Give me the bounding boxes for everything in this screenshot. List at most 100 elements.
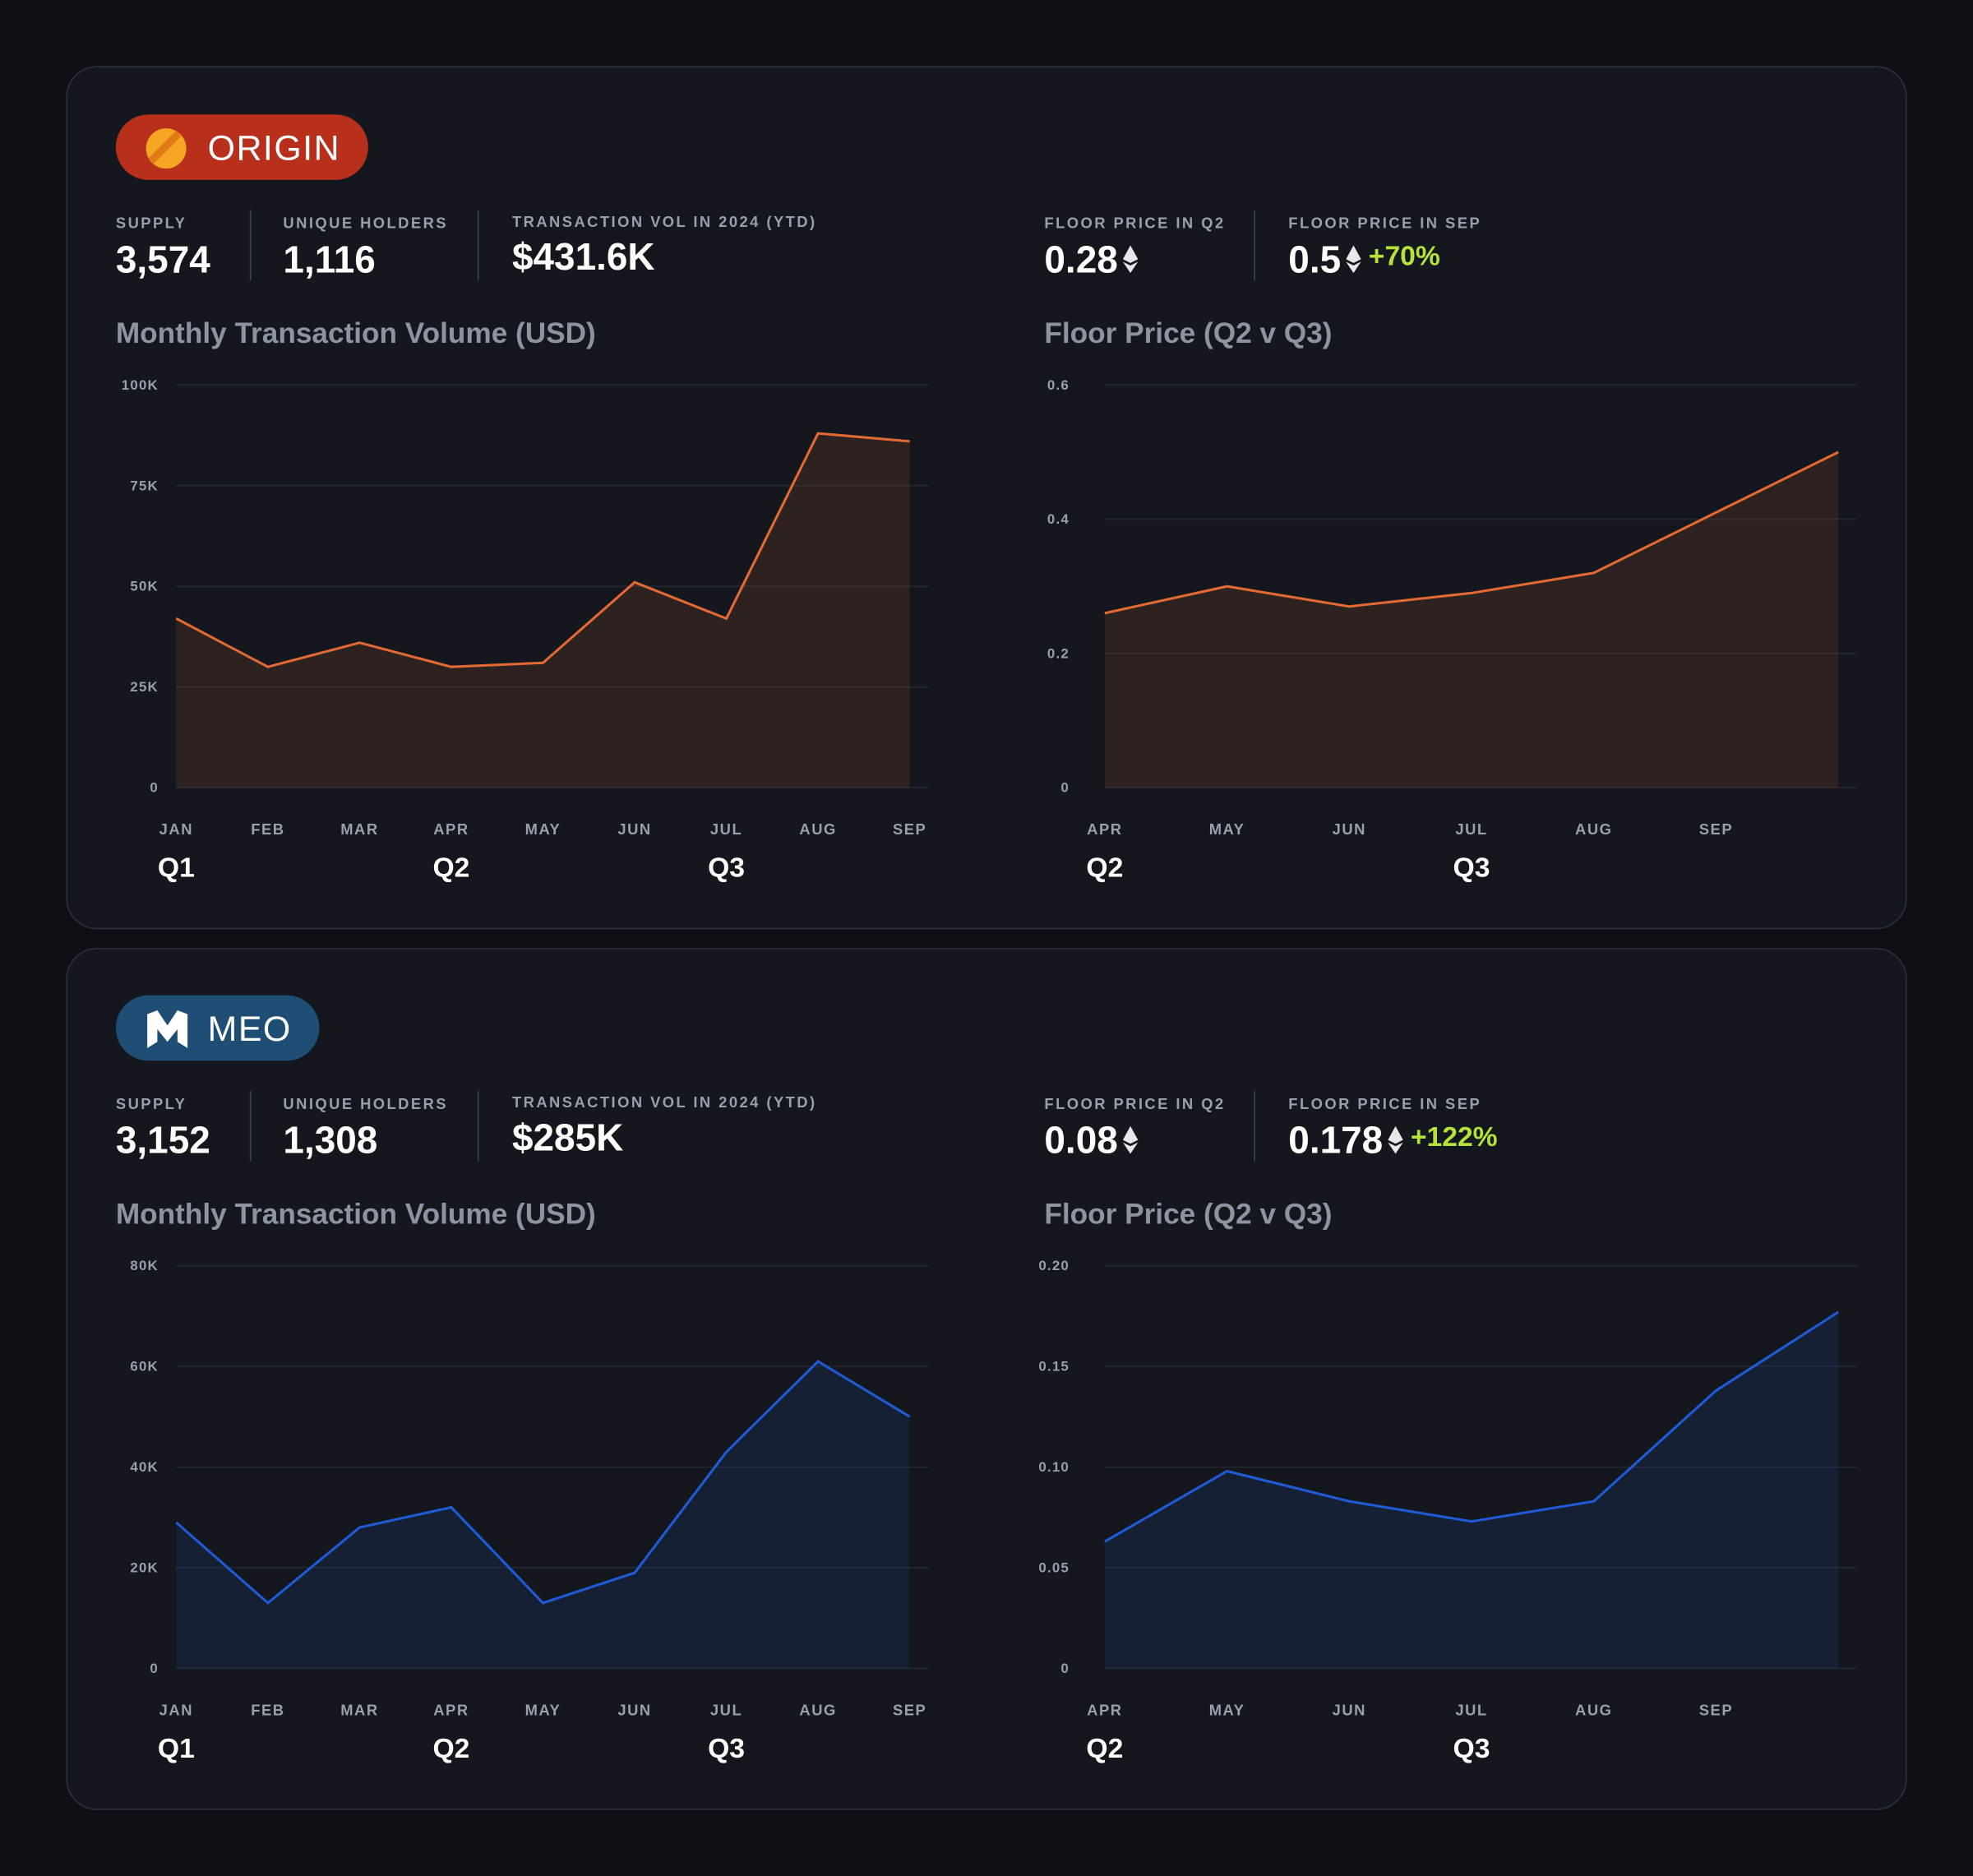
quarter-label: Q3 bbox=[708, 1734, 745, 1764]
line bbox=[175, 432, 910, 668]
eth-icon bbox=[1122, 1142, 1139, 1154]
x-tick-label: FEB bbox=[251, 1701, 284, 1718]
x-tick-label: JUN bbox=[617, 820, 651, 838]
x-tick-label: SEP bbox=[1699, 1701, 1733, 1718]
stat-value: 0.5 bbox=[1288, 238, 1341, 280]
badge-label: ORIGIN bbox=[208, 129, 341, 169]
card: MEO SUPPLY 3,152 UNIQUE HOLDERS 1,308 TRANSAC… bbox=[66, 948, 1907, 1810]
quarter-label: Q1 bbox=[158, 853, 195, 884]
eth-icon bbox=[1346, 245, 1361, 263]
eth-icon bbox=[1388, 1125, 1403, 1144]
eth-icon bbox=[1388, 1142, 1403, 1154]
stat-label: UNIQUE HOLDERS bbox=[283, 1095, 448, 1112]
x-tick-label: AUG bbox=[1575, 1701, 1612, 1718]
x-tick-label: MAR bbox=[340, 820, 378, 838]
eth-icon bbox=[1122, 261, 1139, 274]
stat-value: 3,152 bbox=[116, 1119, 210, 1162]
x-tick-label: SEP bbox=[893, 820, 926, 838]
area-fill bbox=[1104, 451, 1839, 788]
x-tick-label: AUG bbox=[1575, 820, 1612, 838]
y-tick-label: 0 bbox=[150, 1661, 159, 1676]
y-tick-label: 0.05 bbox=[1038, 1560, 1070, 1576]
x-tick-label: JAN bbox=[159, 1701, 193, 1718]
quarter-label: Q2 bbox=[1086, 1734, 1123, 1764]
line bbox=[175, 1360, 911, 1605]
y-tick-label: 50K bbox=[130, 579, 159, 594]
stat-label: FLOOR PRICE IN SEP bbox=[1288, 1095, 1481, 1112]
y-tick-label: 60K bbox=[130, 1359, 159, 1375]
line bbox=[1104, 1310, 1839, 1543]
x-tick-label: AUG bbox=[799, 1701, 836, 1718]
x-tick-label: JUN bbox=[617, 1701, 651, 1718]
chart-title: Floor Price (Q2 v Q3) bbox=[1044, 1198, 1332, 1230]
x-tick-label: APR bbox=[1087, 1701, 1122, 1718]
eth-icon bbox=[1122, 1125, 1139, 1144]
stat-value: 0.08 bbox=[1044, 1119, 1117, 1162]
stat-value: 0.178 bbox=[1288, 1119, 1383, 1162]
stat-label: FLOOR PRICE IN SEP bbox=[1288, 214, 1481, 231]
x-tick-label: JUL bbox=[1455, 1701, 1487, 1718]
x-tick-label: SEP bbox=[1699, 820, 1733, 838]
stat-value: 0.28 bbox=[1044, 238, 1117, 280]
x-tick-label: JUN bbox=[1333, 1701, 1366, 1718]
quarter-label: Q1 bbox=[158, 1734, 195, 1764]
stat-value: 1,308 bbox=[283, 1119, 377, 1162]
quarter-label: Q3 bbox=[1453, 853, 1490, 884]
x-tick-label: APR bbox=[433, 820, 469, 838]
quarter-label: Q3 bbox=[708, 853, 745, 884]
x-tick-label: JUL bbox=[1455, 820, 1487, 838]
stat-value: 1,116 bbox=[283, 238, 375, 280]
x-tick-label: APR bbox=[433, 1701, 469, 1718]
y-tick-label: 40K bbox=[130, 1459, 159, 1475]
y-tick-label: 0.15 bbox=[1038, 1359, 1070, 1375]
x-tick-label: JUL bbox=[710, 820, 742, 838]
quarter-label: Q2 bbox=[433, 1734, 470, 1764]
card-panel bbox=[66, 66, 1907, 930]
stat-label: TRANSACTION VOL IN 2024 (YTD) bbox=[512, 213, 817, 230]
quarter-label: Q3 bbox=[1453, 1734, 1490, 1764]
card-panel bbox=[66, 948, 1907, 1810]
stat-value: $285K bbox=[512, 1116, 623, 1159]
stat-label: FLOOR PRICE IN Q2 bbox=[1044, 214, 1225, 231]
x-tick-label: MAY bbox=[1209, 1701, 1245, 1718]
area-fill bbox=[176, 1361, 910, 1669]
quarter-label: Q2 bbox=[433, 853, 470, 884]
badge bbox=[115, 995, 320, 1061]
chart-title: Monthly Transaction Volume (USD) bbox=[116, 317, 596, 349]
area-fill bbox=[1104, 1312, 1839, 1669]
x-tick-label: JUL bbox=[710, 1701, 742, 1718]
stat-label: UNIQUE HOLDERS bbox=[283, 214, 448, 231]
stat-change: +122% bbox=[1411, 1122, 1498, 1153]
badge-icon-stripe bbox=[148, 130, 182, 164]
chart-title: Monthly Transaction Volume (USD) bbox=[116, 1198, 596, 1230]
x-tick-label: MAY bbox=[525, 1701, 561, 1718]
y-tick-label: 0.2 bbox=[1047, 645, 1070, 661]
quarter-label: Q2 bbox=[1086, 853, 1123, 884]
y-tick-label: 20K bbox=[130, 1560, 159, 1576]
chart-title: Floor Price (Q2 v Q3) bbox=[1044, 317, 1332, 349]
stat-value: 3,574 bbox=[116, 238, 210, 280]
y-tick-label: 0.20 bbox=[1038, 1258, 1070, 1273]
y-tick-label: 0.10 bbox=[1038, 1459, 1070, 1475]
x-tick-label: SEP bbox=[893, 1701, 926, 1718]
stat-label: SUPPLY bbox=[116, 214, 187, 231]
y-tick-label: 80K bbox=[130, 1258, 159, 1273]
y-tick-label: 25K bbox=[130, 679, 159, 695]
y-tick-label: 75K bbox=[130, 478, 159, 493]
stat-value: $431.6K bbox=[512, 235, 655, 278]
card: ORIGIN SUPPLY 3,574 UNIQUE HOLDERS 1,116 TRAN… bbox=[66, 66, 1907, 930]
x-tick-label: MAR bbox=[340, 1701, 378, 1718]
area-fill bbox=[176, 433, 910, 788]
stat-change: +70% bbox=[1369, 242, 1440, 272]
stat-label: SUPPLY bbox=[116, 1095, 187, 1112]
stat-label: TRANSACTION VOL IN 2024 (YTD) bbox=[512, 1093, 817, 1111]
x-tick-label: APR bbox=[1087, 820, 1122, 838]
eth-icon bbox=[1346, 261, 1361, 274]
stat-label: FLOOR PRICE IN Q2 bbox=[1044, 1095, 1225, 1112]
line bbox=[1104, 451, 1839, 615]
y-tick-label: 100K bbox=[122, 377, 159, 393]
x-tick-label: JAN bbox=[159, 820, 193, 838]
x-tick-label: AUG bbox=[799, 820, 836, 838]
